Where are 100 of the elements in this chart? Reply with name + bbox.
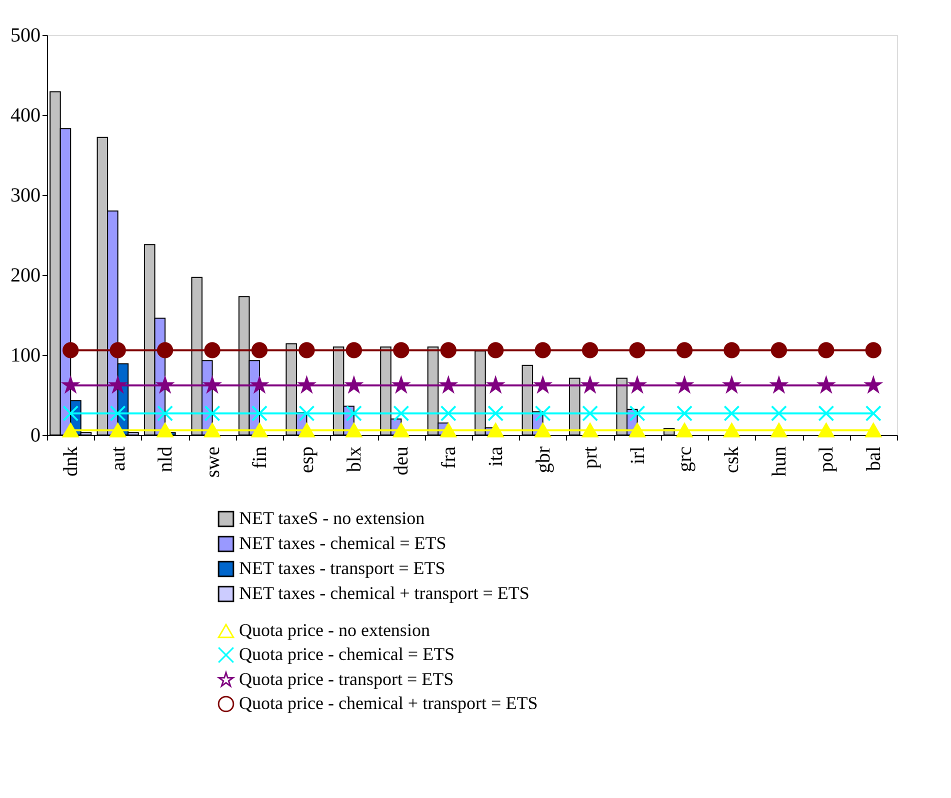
y-tick-label: 0 [30,424,40,446]
y-tick-label: 300 [10,184,40,206]
point [818,377,834,392]
point [865,423,882,438]
point [393,377,409,392]
x-tick-label: hun [768,446,790,476]
x-tick-label: deu [390,446,413,476]
point [488,405,504,422]
point [156,342,174,358]
legend-label: NET taxes - chemical + transport = ETS [239,583,530,603]
point [157,377,173,392]
y-tick-label: 500 [10,24,40,46]
point [534,423,551,438]
point [818,342,834,358]
x-tick-label: dnk [60,446,82,476]
point [866,377,882,392]
legend-label: Quota price - no extension [239,620,430,640]
point [770,405,788,422]
point [440,423,456,438]
point [346,405,362,422]
legend-label: NET taxeS - no extension [239,508,425,528]
x-tick-label: esp [296,446,318,474]
point [346,423,362,438]
point [818,423,834,438]
point [724,405,740,422]
point [488,342,504,358]
point [535,377,551,392]
point [393,423,410,438]
x-tick-label: pol [816,446,838,472]
point [62,405,79,422]
x-tick-label: fin [249,446,271,469]
point [440,405,456,422]
point [534,342,551,358]
point [110,423,126,438]
point [582,423,598,438]
point [724,342,740,358]
x-tick-label: aut [107,446,130,471]
point [298,405,315,422]
x-tick-label: gbr [532,446,554,474]
point [440,342,456,358]
point [534,405,551,422]
y-tick-label: 200 [10,264,40,286]
point [251,342,268,358]
point [770,423,788,438]
point [629,342,646,358]
point [393,405,410,422]
point [204,405,220,422]
x-tick-label: blx [343,446,366,472]
point [62,342,79,358]
point [62,377,78,392]
point [818,405,834,422]
point [156,423,174,438]
point [440,377,456,392]
legend-label: Quota price - chemical + transport = ETS [239,693,538,713]
point [298,342,315,358]
point [676,377,692,392]
point [251,405,268,422]
x-tick-label: swe [202,446,224,478]
y-tick-label: 400 [10,104,40,126]
point [582,342,598,358]
x-tick-label: prt [580,446,602,469]
legend-label: Quota price - transport = ETS [239,669,454,689]
point [629,423,646,438]
x-tick-label: nld [154,446,177,472]
point [771,377,787,392]
point [629,405,646,422]
point [204,423,220,438]
point [62,423,79,438]
point [582,405,598,422]
point [110,405,126,422]
point [156,405,174,422]
point [676,405,693,422]
point [346,342,362,358]
x-tick-label: bal [862,446,885,471]
point [346,377,362,392]
point [865,405,882,422]
legend-label: Quota price - chemical = ETS [239,644,455,664]
point [724,423,740,438]
point [865,342,882,358]
x-tick-label: ita [485,446,508,466]
point [676,342,693,358]
point [251,423,268,438]
point [110,342,126,358]
x-tick-label: grc [674,446,696,472]
legend-label: NET taxes - transport = ETS [239,558,446,578]
point [252,377,268,392]
point [488,377,504,392]
point [676,423,693,438]
point [204,342,220,358]
x-tick-label: irl [626,446,649,464]
point [770,342,788,358]
x-tick-label: fra [438,446,460,469]
y-tick-label: 100 [10,344,40,366]
point [298,423,315,438]
point [582,377,598,392]
point [393,342,410,358]
point [488,423,504,438]
x-tick-label: csk [721,446,744,474]
point [110,377,126,392]
legend-label: NET taxes - chemical = ETS [239,533,446,553]
